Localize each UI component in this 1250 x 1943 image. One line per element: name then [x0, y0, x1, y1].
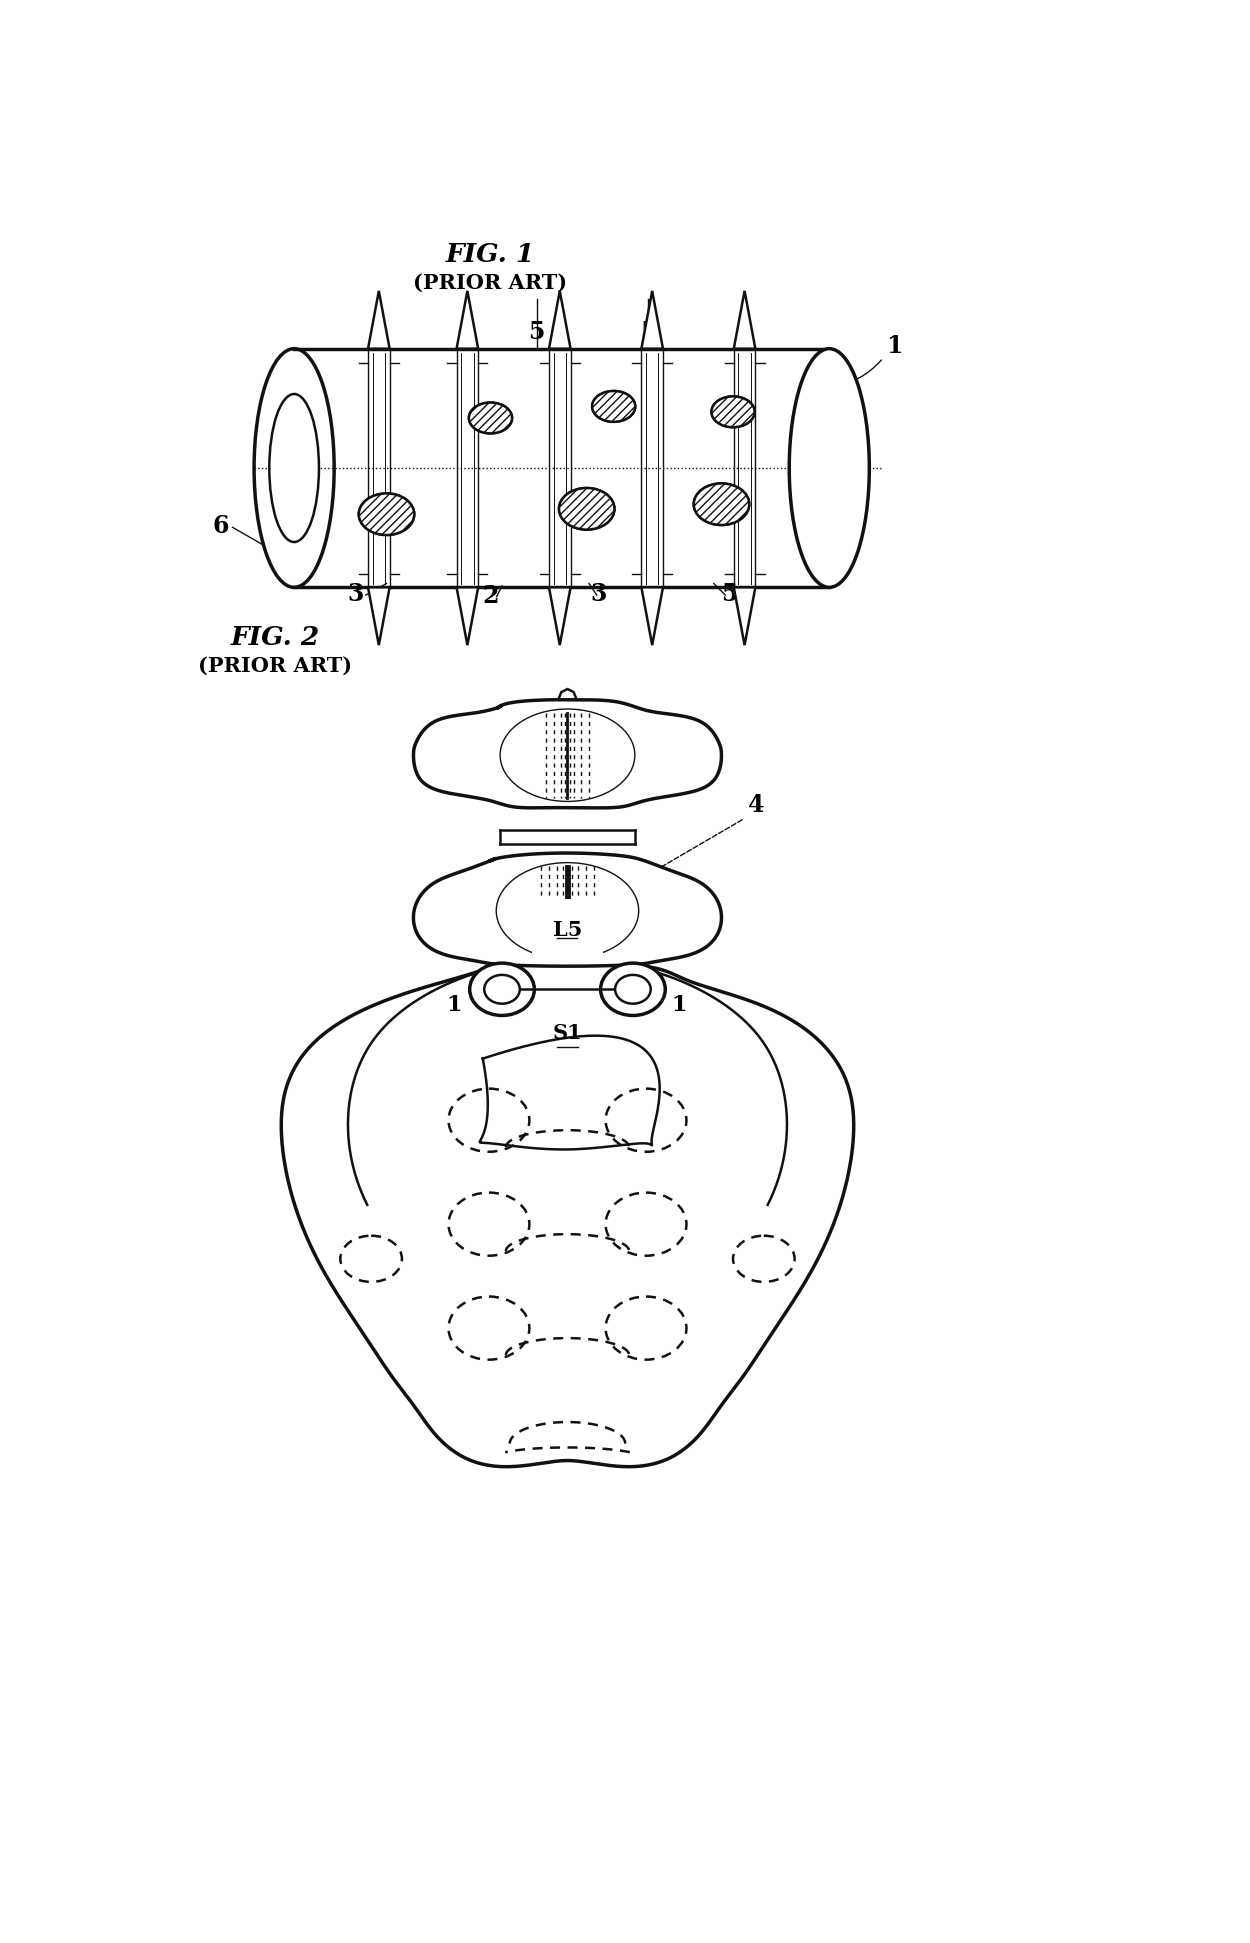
Text: FIG. 2: FIG. 2 [230, 626, 320, 651]
Polygon shape [734, 291, 755, 348]
Ellipse shape [470, 964, 534, 1016]
Ellipse shape [711, 396, 755, 427]
Text: 1: 1 [671, 995, 688, 1016]
Text: 3: 3 [348, 583, 364, 606]
Text: 5: 5 [721, 583, 738, 606]
Polygon shape [414, 699, 721, 808]
Ellipse shape [711, 396, 755, 427]
Text: 5: 5 [640, 321, 656, 344]
Text: 3: 3 [590, 583, 606, 606]
Text: 6: 6 [213, 515, 229, 538]
Ellipse shape [559, 488, 615, 530]
Text: 4: 4 [748, 793, 765, 818]
Polygon shape [368, 291, 390, 348]
Ellipse shape [469, 402, 512, 433]
Ellipse shape [694, 484, 749, 525]
Ellipse shape [592, 391, 635, 422]
Polygon shape [549, 291, 570, 348]
Ellipse shape [469, 402, 512, 433]
Text: 2: 2 [482, 583, 499, 608]
Polygon shape [480, 1036, 660, 1150]
Ellipse shape [615, 975, 651, 1005]
Text: 1: 1 [886, 334, 902, 358]
Polygon shape [641, 291, 662, 348]
Polygon shape [456, 587, 479, 645]
Polygon shape [414, 853, 721, 966]
Polygon shape [641, 587, 662, 645]
Text: L5: L5 [552, 919, 582, 940]
Text: 1: 1 [446, 995, 462, 1016]
Ellipse shape [694, 484, 749, 525]
Ellipse shape [254, 348, 334, 587]
Polygon shape [368, 587, 390, 645]
Bar [294, 348, 829, 587]
Ellipse shape [600, 964, 665, 1016]
Ellipse shape [359, 494, 414, 534]
Ellipse shape [484, 975, 520, 1005]
Text: S1: S1 [552, 1024, 582, 1043]
Ellipse shape [269, 394, 319, 542]
Polygon shape [456, 291, 479, 348]
Ellipse shape [359, 494, 414, 534]
Ellipse shape [789, 348, 869, 587]
Text: 5: 5 [529, 321, 545, 344]
Polygon shape [281, 964, 854, 1467]
Ellipse shape [592, 391, 635, 422]
Text: (PRIOR ART): (PRIOR ART) [414, 272, 568, 293]
Polygon shape [734, 587, 755, 645]
Text: FIG. 1: FIG. 1 [446, 243, 535, 268]
Polygon shape [549, 587, 570, 645]
Ellipse shape [559, 488, 615, 530]
Text: (PRIOR ART): (PRIOR ART) [198, 657, 352, 676]
